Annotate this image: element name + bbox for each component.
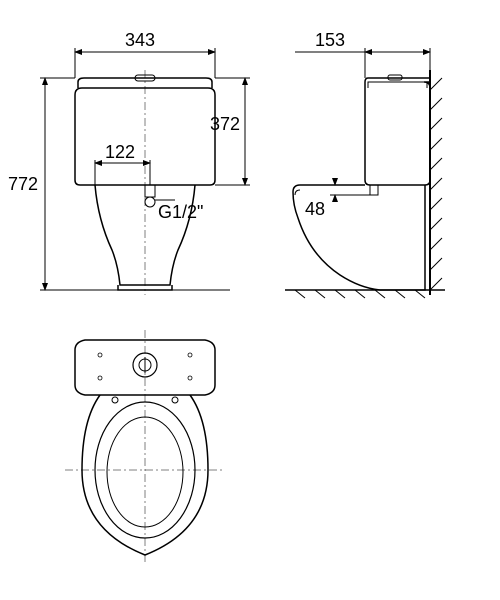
side-dimensions: 153 48 <box>295 30 430 219</box>
dim-inlet-thread: G1/2" <box>158 202 203 222</box>
dim-tank-width: 343 <box>125 30 155 50</box>
front-dimensions: 343 772 372 122 G1/2" <box>8 30 250 290</box>
technical-drawing: 343 772 372 122 G1/2" <box>0 0 500 600</box>
dim-total-height: 772 <box>8 174 38 194</box>
dim-tank-height: 372 <box>210 114 240 134</box>
dim-inlet-offset: 122 <box>105 142 135 162</box>
side-view <box>285 70 445 298</box>
dim-tank-depth: 153 <box>315 30 345 50</box>
top-view <box>65 330 225 565</box>
dim-side-inlet: 48 <box>305 199 325 219</box>
front-view <box>55 70 230 295</box>
